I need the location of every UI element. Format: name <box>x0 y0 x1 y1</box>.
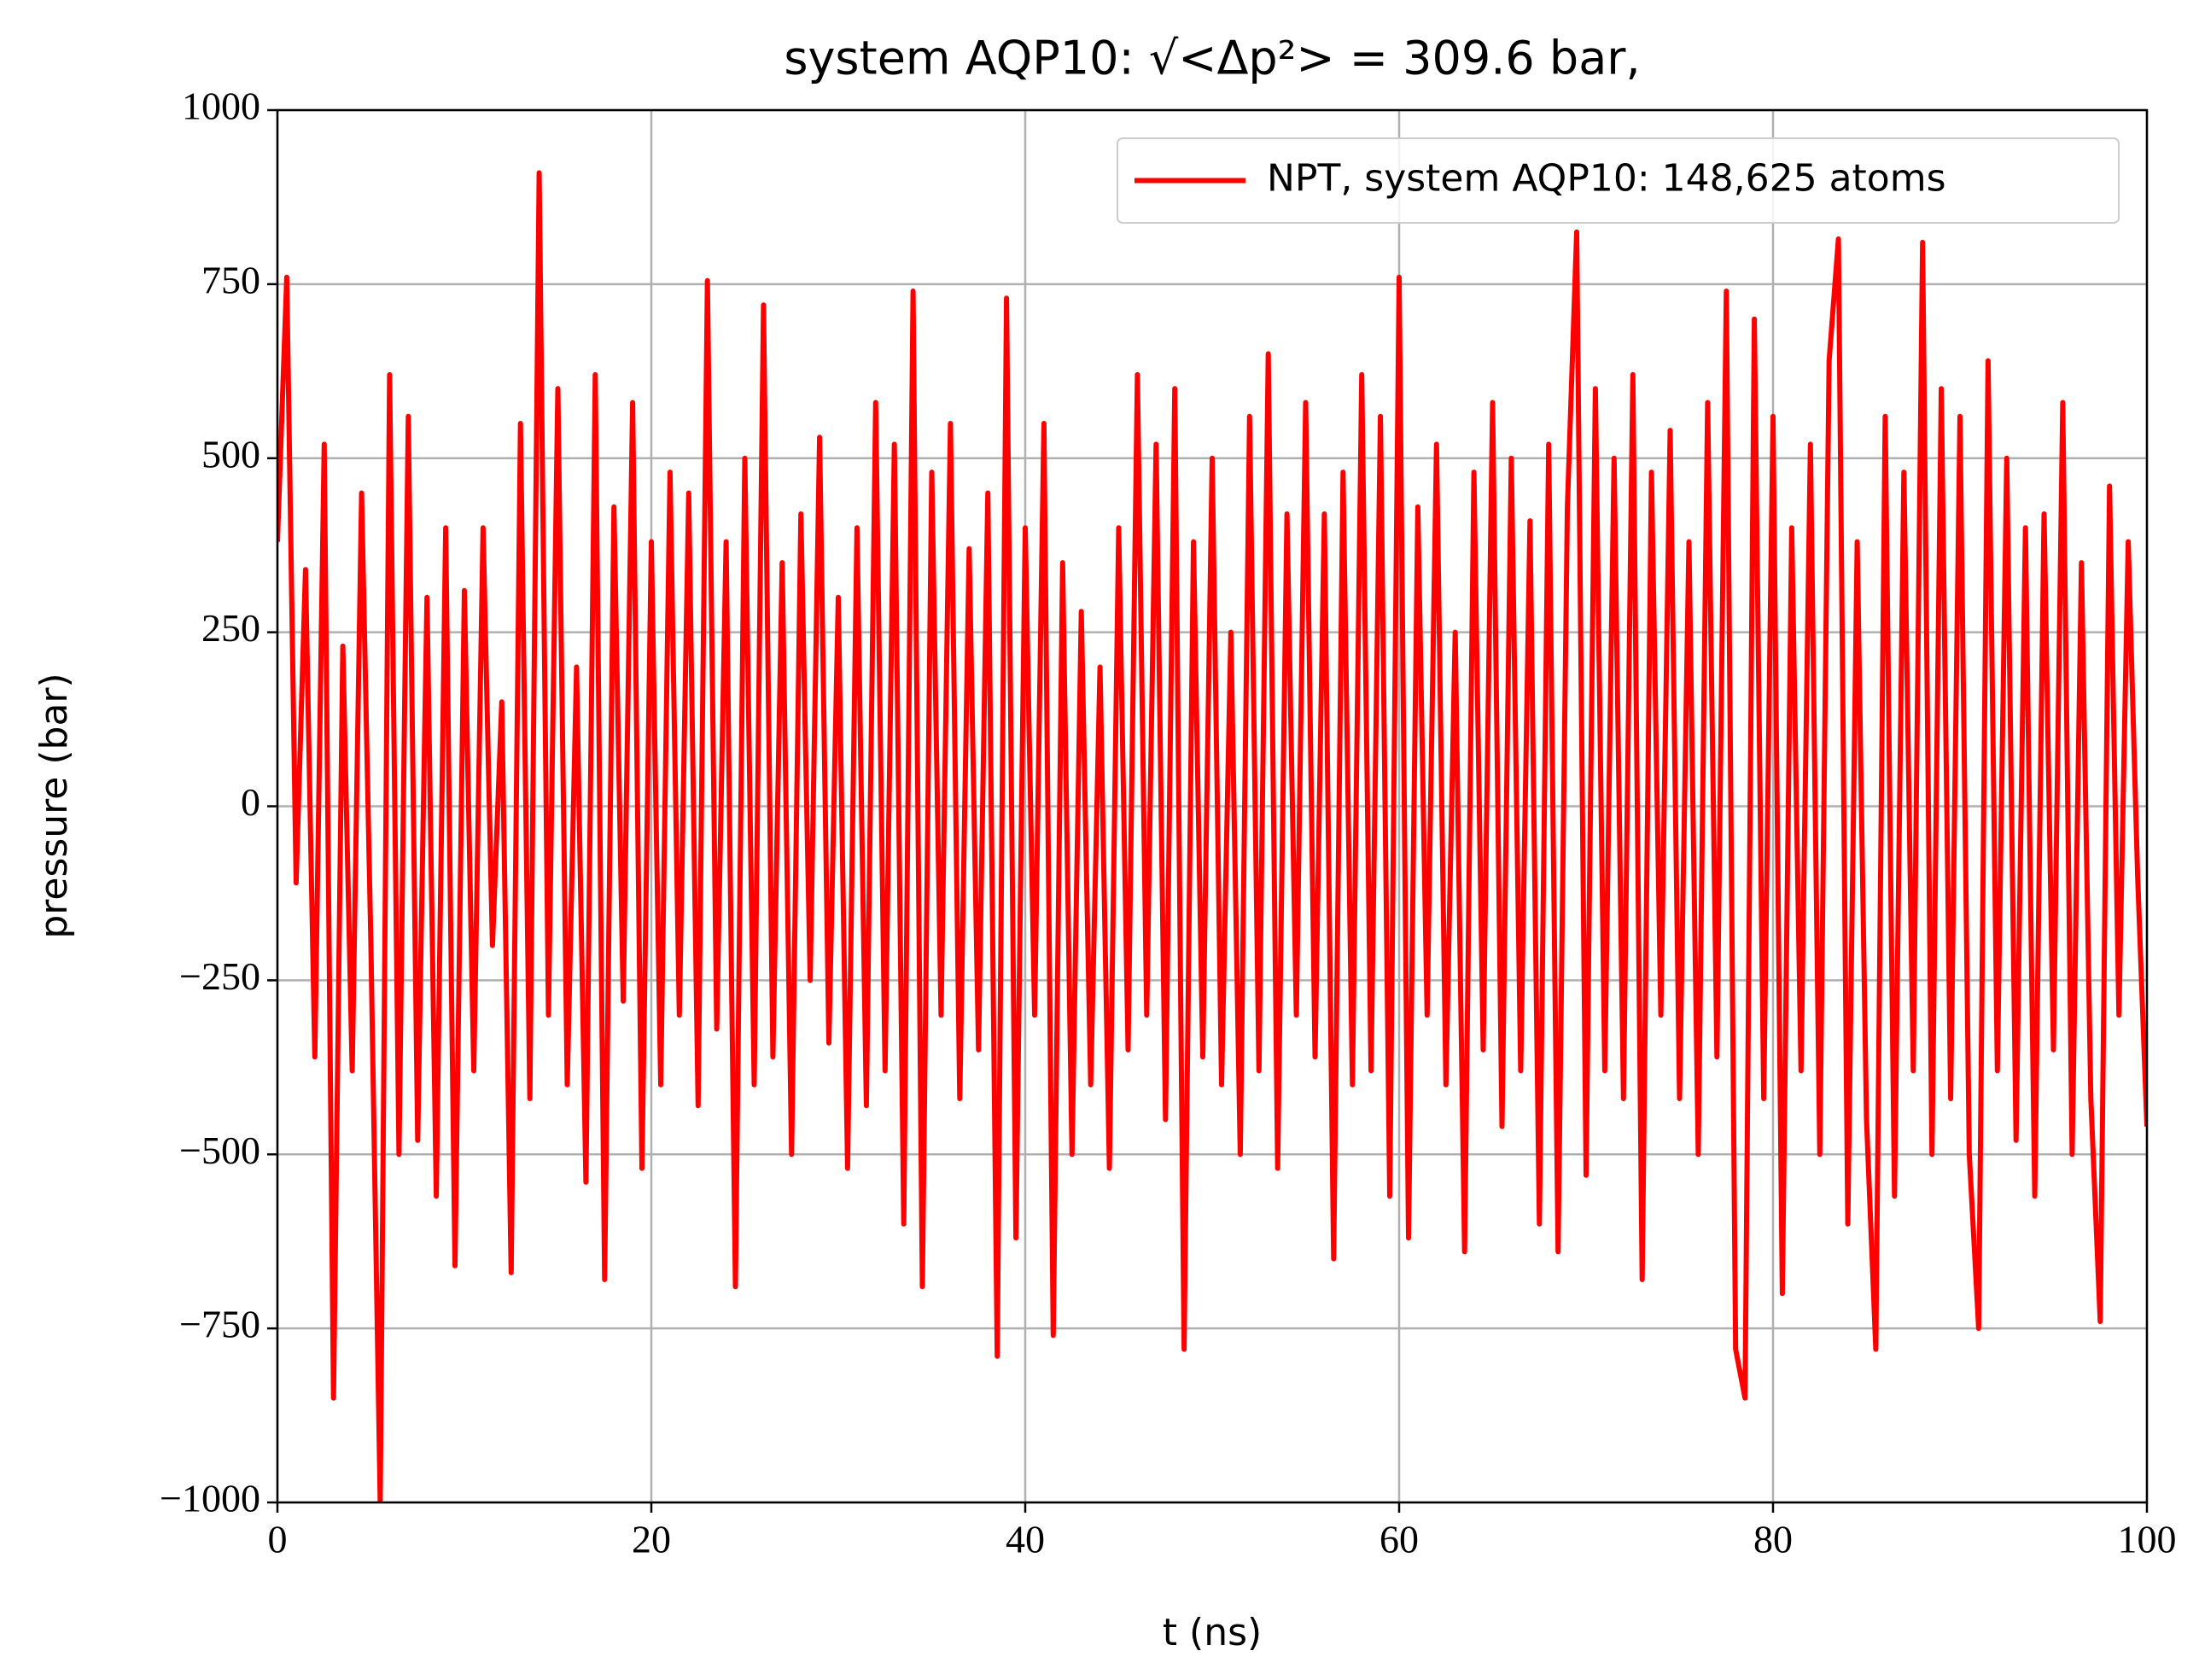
x-tick-label: 0 <box>268 1518 288 1561</box>
data-line <box>277 170 2147 1502</box>
x-tick-label: 20 <box>632 1518 671 1561</box>
y-tick-label: −750 <box>179 1303 260 1346</box>
y-tick-label: 1000 <box>182 85 260 128</box>
x-tick-label: 40 <box>1006 1518 1045 1561</box>
y-tick-label: 750 <box>201 258 260 301</box>
y-tick-label: 0 <box>241 780 260 824</box>
y-axis-label: pressure (bar) <box>32 673 76 938</box>
chart-title: system AQP10: √<Δp²> = 309.6 bar, <box>784 32 1640 85</box>
y-tick-label: −250 <box>179 954 260 998</box>
y-tick-label: 500 <box>201 432 260 475</box>
y-tick-label: −500 <box>179 1129 260 1172</box>
x-tick-label: 80 <box>1753 1518 1793 1561</box>
y-tick-label: −1000 <box>160 1477 260 1520</box>
y-tick-label: 250 <box>201 606 260 650</box>
plot-frame <box>276 108 2149 1504</box>
x-axis-label: t (ns) <box>1163 1611 1262 1654</box>
legend-label: NPT, system AQP10: 148,625 atoms <box>1267 157 1946 201</box>
x-tick-label: 100 <box>2118 1518 2177 1561</box>
legend-box <box>1117 137 2120 224</box>
x-tick-label: 60 <box>1379 1518 1419 1561</box>
